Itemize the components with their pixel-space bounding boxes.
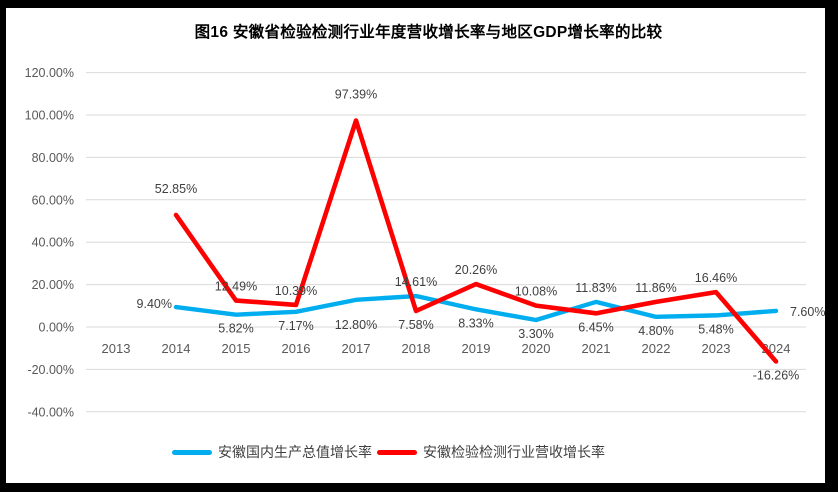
x-tick-label: 2019	[462, 341, 491, 356]
x-tick-label: 2017	[342, 341, 371, 356]
data-label: 11.86%	[635, 281, 676, 295]
y-tick-label: 0.00%	[39, 321, 74, 335]
legend: 安徽国内生产总值增长率 安徽检验检测行业营收增长率	[172, 442, 605, 462]
x-tick-label: 2023	[702, 341, 731, 356]
y-tick-label: 60.00%	[32, 193, 74, 207]
x-tick-label: 2018	[402, 341, 431, 356]
y-tick-label: -40.00%	[27, 405, 74, 419]
y-tick-label: 80.00%	[32, 151, 74, 165]
legend-line-swatch-blue-icon	[172, 449, 212, 455]
data-label: 3.30%	[518, 327, 553, 341]
data-label: -16.26%	[753, 368, 800, 382]
legend-label-gdp: 安徽国内生产总值增长率	[218, 444, 372, 460]
data-label: 6.45%	[578, 320, 613, 334]
data-label: 10.39%	[275, 284, 317, 298]
data-label: 97.39%	[335, 88, 377, 102]
x-tick-label: 2015	[222, 341, 251, 356]
series-line-gdp	[173, 293, 779, 323]
chart-title: 图16 安徽省检验检测行业年度营收增长率与地区GDP增长率的比较	[194, 24, 663, 41]
data-label: 7.17%	[278, 319, 313, 333]
data-label: 14.61%	[395, 275, 437, 289]
x-tick-label: 2022	[642, 341, 671, 356]
x-tick-label: 2014	[162, 341, 191, 356]
x-tick-label: 2021	[582, 341, 611, 356]
figure-paper: 图16 安徽省检验检测行业年度营收增长率与地区GDP增长率的比较 120.00%…	[6, 8, 825, 483]
data-label: 4.80%	[638, 324, 673, 338]
data-label: 7.60%	[790, 305, 825, 319]
data-label: 20.26%	[455, 263, 497, 277]
x-tick-label: 2013	[102, 341, 131, 356]
data-label: 12.80%	[335, 318, 377, 332]
legend-item-gdp: 安徽国内生产总值增长率	[172, 442, 372, 462]
data-label: 8.33%	[458, 316, 493, 330]
data-label: 52.85%	[155, 182, 197, 196]
y-tick-label: 120.00%	[25, 66, 74, 80]
data-label: 11.83%	[575, 281, 616, 295]
y-tick-label: 40.00%	[32, 236, 74, 250]
legend-line-swatch-red-icon	[377, 449, 417, 455]
legend-label-industry: 安徽检验检测行业营收增长率	[423, 444, 605, 460]
data-label: 7.58%	[398, 318, 433, 332]
x-tick-label: 2016	[282, 341, 311, 356]
data-label: 12.49%	[215, 280, 257, 294]
data-label: 10.08%	[515, 285, 557, 299]
data-label: 5.82%	[218, 322, 253, 336]
y-tick-label: -20.00%	[27, 363, 74, 377]
y-tick-label: 100.00%	[25, 109, 74, 123]
data-label: 9.40%	[137, 297, 172, 311]
y-tick-label: 20.00%	[32, 278, 74, 292]
series-line-industry	[173, 118, 779, 364]
data-label: 5.48%	[698, 322, 733, 336]
line-chart-plot: 120.00% 100.00% 80.00% 60.00% 40.00% 20.00% 0.…	[25, 66, 825, 419]
data-label: 16.46%	[695, 271, 737, 285]
x-tick-label: 2020	[522, 341, 551, 356]
legend-item-industry: 安徽检验检测行业营收增长率	[377, 442, 605, 462]
